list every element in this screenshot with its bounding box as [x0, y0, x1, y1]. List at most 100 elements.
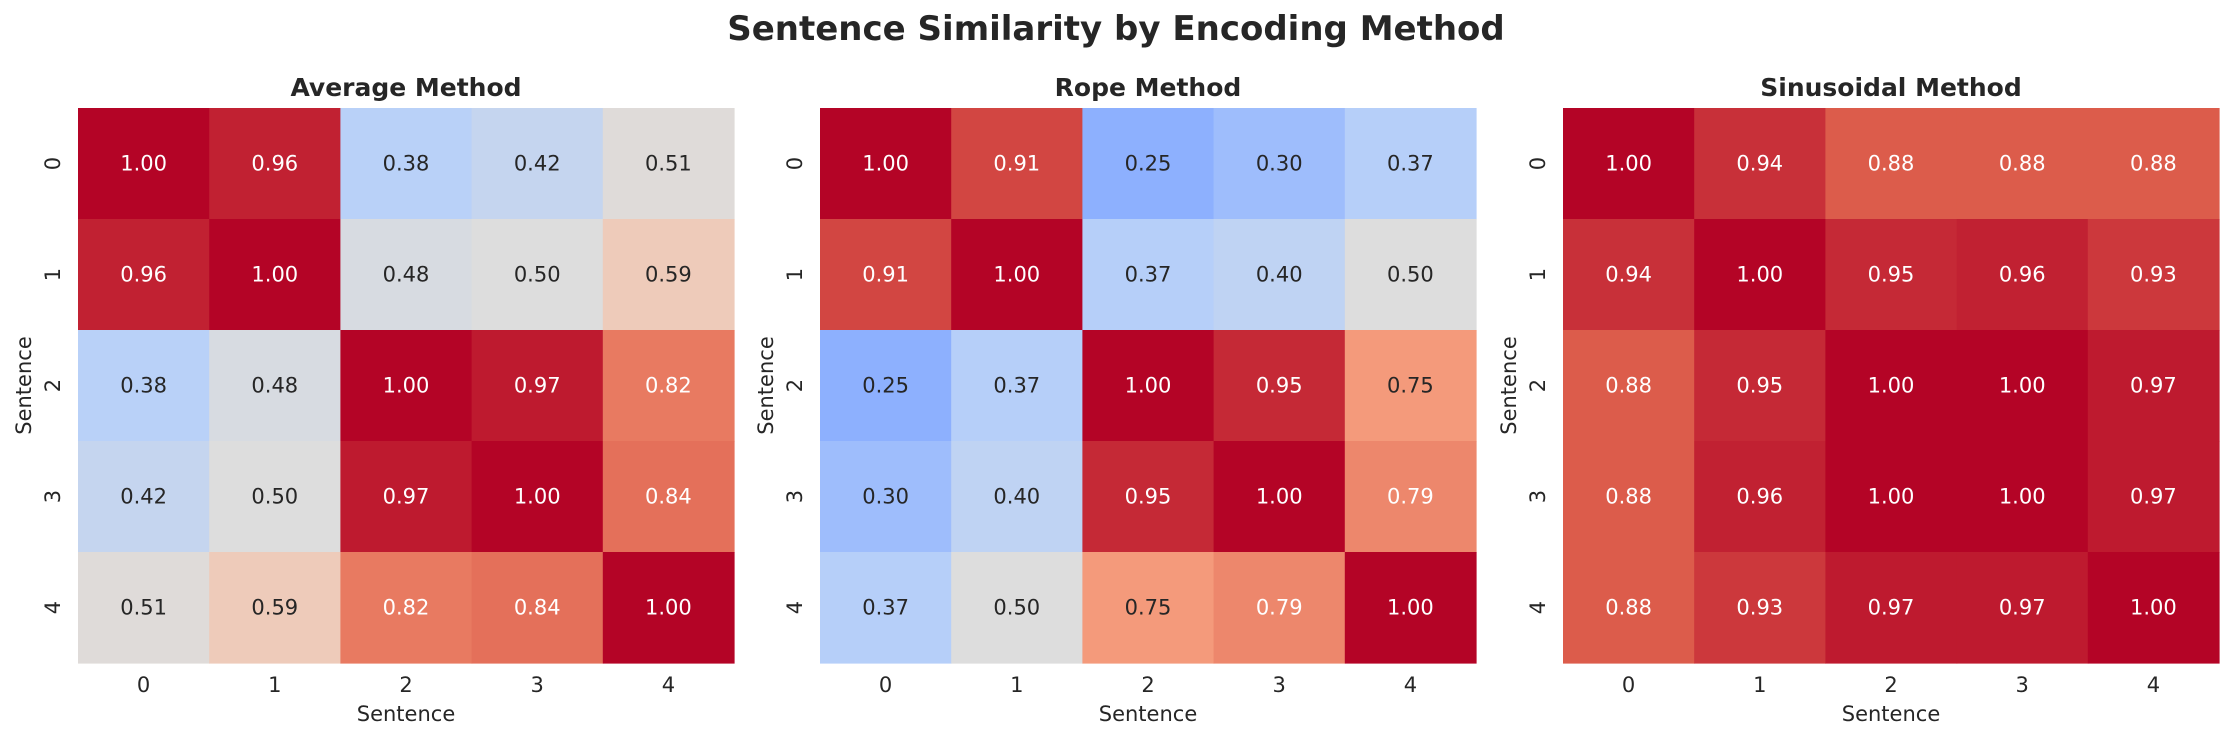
heatmap-cell — [602, 219, 735, 331]
heatmap-cell — [78, 330, 210, 442]
cell-value-label: 0.37 — [1125, 263, 1172, 287]
heatmap-cell — [209, 219, 341, 331]
heatmap-cell — [820, 219, 952, 331]
cell-value-label: 1.00 — [514, 485, 561, 509]
cell-value-label: 0.95 — [1256, 374, 1303, 398]
heatmap-cell — [1694, 108, 1826, 220]
heatmap-cell — [1694, 330, 1826, 442]
cell-value-label: 1.00 — [1999, 485, 2046, 509]
cell-value-label: 0.88 — [1605, 374, 1652, 398]
heatmap-cell — [1563, 108, 1695, 220]
cell-value-label: 0.94 — [1605, 263, 1652, 287]
heatmap-cell — [1956, 330, 2089, 442]
y-tick-label: 1 — [783, 268, 807, 281]
y-tick-label: 4 — [783, 601, 807, 614]
heatmap-cell — [2087, 441, 2220, 553]
y-tick-label: 3 — [41, 490, 65, 503]
heatmap-panel-0: Average Method 1.00 0.96 0.38 0.42 0.51 0.96 1.… — [12, 73, 735, 726]
cell-value-label: 0.48 — [383, 263, 430, 287]
y-tick-label: 2 — [783, 379, 807, 392]
heatmap-cell — [602, 552, 735, 664]
x-tick-label: 1 — [1010, 673, 1023, 697]
heatmap-cell — [1082, 441, 1215, 553]
x-axis-label: Sentence — [1842, 702, 1941, 726]
heatmap-panel-1: Rope Method 1.00 0.91 0.25 0.30 0.37 0.91 1.00 0… — [754, 73, 1477, 726]
panel-title: Average Method — [290, 73, 521, 102]
cell-value-label: 0.88 — [1999, 152, 2046, 176]
cell-value-label: 0.91 — [862, 263, 909, 287]
heatmap-cell — [1694, 219, 1826, 331]
heatmap-cell — [1082, 330, 1215, 442]
y-tick-label: 0 — [1526, 157, 1550, 170]
heatmap-cell — [1825, 219, 1958, 331]
y-tick-label: 3 — [783, 490, 807, 503]
cell-value-label: 0.30 — [1256, 152, 1303, 176]
cell-value-label: 0.37 — [1387, 152, 1434, 176]
heatmap-cell — [1563, 330, 1695, 442]
heatmap-cell — [1082, 552, 1215, 664]
heatmap-cell — [209, 441, 341, 553]
cell-value-label: 0.97 — [1868, 596, 1915, 620]
x-tick-label: 3 — [2016, 673, 2029, 697]
cell-value-label: 0.95 — [1868, 263, 1915, 287]
x-tick-label: 4 — [2147, 673, 2160, 697]
cell-value-label: 0.50 — [514, 263, 561, 287]
cell-value-label: 0.50 — [1387, 263, 1434, 287]
heatmap-cell — [1825, 552, 1958, 664]
heatmap-cell — [471, 552, 604, 664]
cell-value-label: 0.91 — [993, 152, 1040, 176]
cell-value-label: 0.88 — [1868, 152, 1915, 176]
heatmap-cell — [1563, 219, 1695, 331]
heatmap-cell — [1344, 552, 1477, 664]
heatmap-cell — [1563, 552, 1695, 664]
cell-value-label: 0.38 — [383, 152, 430, 176]
heatmap-cell — [209, 552, 341, 664]
heatmap-cell — [1213, 108, 1346, 220]
y-tick-label: 2 — [1526, 379, 1550, 392]
cell-value-label: 0.50 — [251, 485, 298, 509]
heatmap-cell — [209, 108, 341, 220]
heatmap-cell — [602, 330, 735, 442]
cell-value-label: 0.38 — [120, 374, 167, 398]
heatmap-cell — [471, 441, 604, 553]
heatmap-cell — [1563, 441, 1695, 553]
heatmap-cell — [340, 330, 473, 442]
heatmap-cell — [340, 219, 473, 331]
cell-value-label: 0.88 — [1605, 485, 1652, 509]
cell-value-label: 1.00 — [1256, 485, 1303, 509]
cell-value-label: 1.00 — [645, 596, 692, 620]
cell-value-label: 0.95 — [1125, 485, 1172, 509]
cell-value-label: 1.00 — [1868, 485, 1915, 509]
cell-value-label: 0.48 — [251, 374, 298, 398]
heatmap-cell — [1213, 330, 1346, 442]
cell-value-label: 1.00 — [862, 152, 909, 176]
cell-value-label: 0.30 — [862, 485, 909, 509]
cell-value-label: 1.00 — [2130, 596, 2177, 620]
cell-value-label: 0.59 — [645, 263, 692, 287]
cell-value-label: 0.51 — [645, 152, 692, 176]
cell-value-label: 0.25 — [1125, 152, 1172, 176]
cell-value-label: 0.97 — [2130, 374, 2177, 398]
cell-value-label: 0.93 — [1736, 596, 1783, 620]
y-tick-label: 4 — [41, 601, 65, 614]
y-tick-label: 0 — [41, 157, 65, 170]
heatmap-cell — [1825, 330, 1958, 442]
heatmap-cell — [78, 108, 210, 220]
panel-title: Rope Method — [1055, 73, 1242, 102]
cell-value-label: 1.00 — [1868, 374, 1915, 398]
cell-value-label: 1.00 — [1736, 263, 1783, 287]
cell-value-label: 1.00 — [1605, 152, 1652, 176]
cell-value-label: 0.75 — [1387, 374, 1434, 398]
heatmap-cell — [2087, 219, 2220, 331]
y-tick-label: 1 — [41, 268, 65, 281]
x-axis-label: Sentence — [1099, 702, 1198, 726]
heatmap-cell — [1956, 552, 2089, 664]
cell-value-label: 0.96 — [1999, 263, 2046, 287]
cell-value-label: 0.84 — [645, 485, 692, 509]
cell-value-label: 0.84 — [514, 596, 561, 620]
heatmap-cell — [820, 552, 952, 664]
cell-value-label: 0.97 — [383, 485, 430, 509]
cell-value-label: 1.00 — [383, 374, 430, 398]
heatmap-cell — [1825, 441, 1958, 553]
